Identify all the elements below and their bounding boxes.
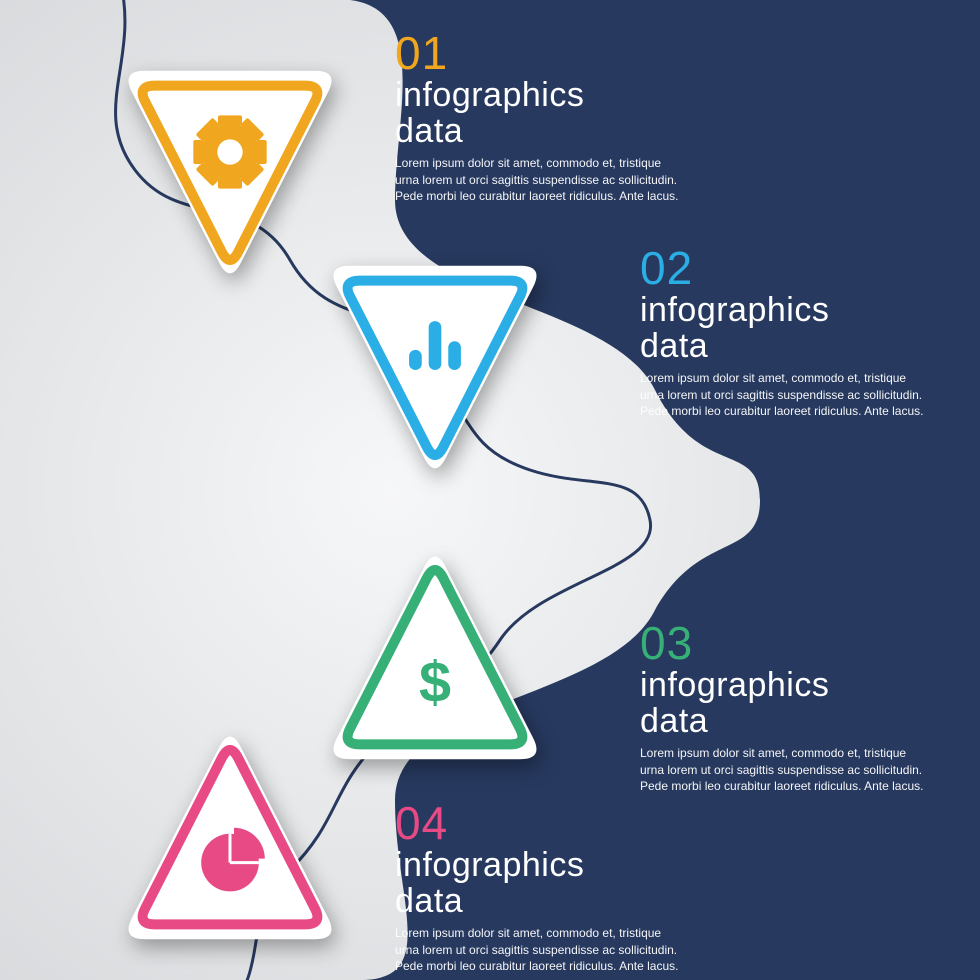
triangle-card-1 <box>115 60 345 290</box>
triangle-svg <box>320 255 550 485</box>
dollar-icon: $ <box>419 651 451 715</box>
gear-icon <box>193 115 266 188</box>
triangle-svg <box>115 720 345 950</box>
step-title-3-line2: data <box>640 702 708 740</box>
step-title-4-line2: data <box>395 882 463 920</box>
step-body-1: Lorem ipsum dolor sit amet, commodo et, … <box>395 155 685 204</box>
step-number-1: 01 <box>395 30 685 76</box>
triangle-card-3: $ <box>320 540 550 770</box>
step-title-2-line1: infographics <box>640 291 829 329</box>
step-text-2: 02 infographics data Lorem ipsum dolor s… <box>640 245 930 419</box>
step-title-3: infographics data <box>640 668 930 739</box>
step-number-2: 02 <box>640 245 930 291</box>
step-title-3-line1: infographics <box>640 666 829 704</box>
step-title-1-line1: infographics <box>395 76 584 114</box>
step-number-4: 04 <box>395 800 685 846</box>
step-body-2: Lorem ipsum dolor sit amet, commodo et, … <box>640 370 930 419</box>
step-body-3: Lorem ipsum dolor sit amet, commodo et, … <box>640 745 930 794</box>
step-title-1: infographics data <box>395 78 685 149</box>
step-text-1: 01 infographics data Lorem ipsum dolor s… <box>395 30 685 204</box>
step-title-2-line2: data <box>640 327 708 365</box>
step-title-4-line1: infographics <box>395 846 584 884</box>
step-title-1-line2: data <box>395 112 463 150</box>
triangle-svg: $ <box>320 540 550 770</box>
infographic-stage: 01 infographics data Lorem ipsum dolor s… <box>0 0 980 980</box>
triangle-card-4 <box>115 720 345 950</box>
step-text-4: 04 infographics data Lorem ipsum dolor s… <box>395 800 685 974</box>
step-title-4: infographics data <box>395 848 685 919</box>
svg-text:$: $ <box>419 651 451 715</box>
triangle-svg <box>115 60 345 290</box>
step-body-4: Lorem ipsum dolor sit amet, commodo et, … <box>395 925 685 974</box>
step-title-2: infographics data <box>640 293 930 364</box>
triangle-card-2 <box>320 255 550 485</box>
step-text-3: 03 infographics data Lorem ipsum dolor s… <box>640 620 930 794</box>
step-number-3: 03 <box>640 620 930 666</box>
